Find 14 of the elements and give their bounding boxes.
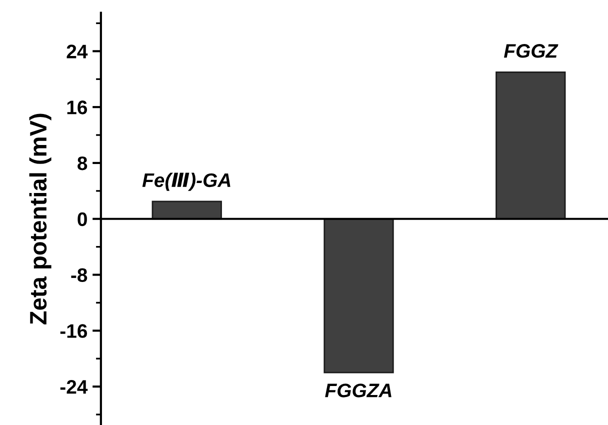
y-tick-label: -8 [71, 268, 88, 282]
y-tick-label: -24 [60, 380, 88, 394]
y-tick-label: -16 [60, 324, 88, 338]
y-tick-label: 8 [78, 156, 88, 170]
x-tick-label: FGGZ [504, 44, 558, 58]
x-tick-label: FGGZA [325, 384, 392, 398]
y-tick-label: 24 [66, 44, 88, 58]
y-tick-label: 0 [78, 212, 87, 226]
bar [496, 71, 566, 220]
x-tick-label: Fe(Ⅲ)-GA [142, 172, 230, 191]
y-tick-label: 16 [67, 100, 88, 114]
bar [324, 218, 394, 374]
bar [152, 200, 222, 220]
y-axis-title: Zeta potential (mV) [29, 114, 52, 324]
